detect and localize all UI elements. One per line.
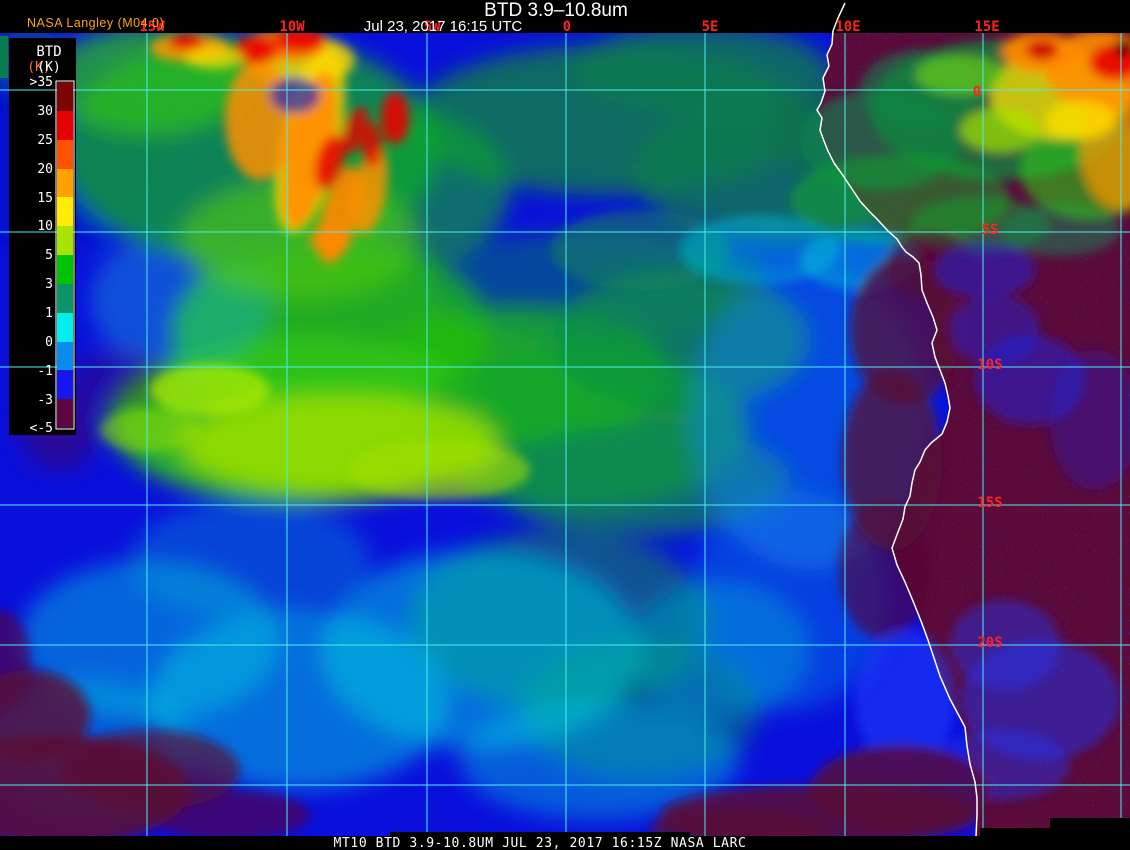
legend-segment — [57, 313, 73, 342]
legend-tick: 0 — [45, 335, 53, 350]
lat-label: 5S — [982, 222, 999, 238]
lon-label: 5W — [424, 19, 441, 35]
legend-tick: 1 — [45, 306, 53, 321]
legend-tick: <-5 — [30, 421, 53, 436]
grid-lines — [0, 33, 1130, 836]
legend-segment — [57, 197, 73, 226]
page-subtitle: Jul 23, 2017 16:15 UTC — [364, 18, 523, 35]
legend-segment — [57, 111, 73, 140]
legend-tick: 10 — [37, 219, 53, 234]
legend-segment — [57, 169, 73, 197]
legend-segment — [57, 140, 73, 169]
grid-labels: 15W 10W 5W 0 5E 10E 15E 0 5S 10S 15S 20S — [139, 19, 1002, 651]
data-gap — [390, 832, 690, 836]
lat-label: 20S — [977, 635, 1002, 651]
legend-tick: >35 — [30, 75, 53, 90]
legend-units: (K) — [37, 60, 60, 75]
legend-tick: 3 — [45, 277, 53, 292]
lon-label: 15E — [974, 19, 999, 35]
lat-label: 10S — [977, 357, 1002, 373]
legend-segment — [57, 255, 73, 284]
lon-label: 10W — [279, 19, 305, 35]
legend-segment — [57, 399, 73, 428]
footer-caption: MT10 BTD 3.9-10.8UM JUL 23, 2017 16:15Z … — [334, 836, 747, 850]
legend-segment — [57, 82, 73, 111]
lon-label: 5E — [702, 19, 719, 35]
lon-label: 10E — [835, 19, 860, 35]
data-gap — [980, 828, 1050, 836]
legend-segment — [57, 284, 73, 313]
legend-tick: -3 — [37, 393, 53, 408]
legend-colorbar — [55, 80, 75, 430]
legend-tick: 15 — [37, 191, 53, 206]
legend-units-orange: (K) — [27, 60, 50, 75]
lon-label: 0 — [563, 19, 571, 35]
page-title: BTD 3.9–10.8um — [484, 0, 628, 21]
bottom-bar — [0, 836, 1130, 850]
legend-tick: 5 — [45, 248, 53, 263]
lon-label: 15W — [139, 19, 165, 35]
lat-label: 0 — [973, 84, 981, 100]
legend-segment — [57, 342, 73, 370]
legend-tick: 25 — [37, 133, 53, 148]
legend-segment — [57, 226, 73, 255]
legend-labels: BTD (K) (K) >35 30 25 20 15 10 5 3 1 0 -… — [27, 44, 61, 436]
coastline — [816, 2, 978, 837]
lat-label: 15S — [977, 495, 1002, 511]
legend-segment — [57, 370, 73, 399]
legend-tick: 30 — [37, 104, 53, 119]
legend-tick: 20 — [37, 162, 53, 177]
legend-title: BTD — [36, 44, 61, 60]
source-label: NASA Langley (M04.0) — [27, 16, 164, 30]
legend-tick: -1 — [37, 364, 53, 379]
data-gap — [1050, 818, 1130, 836]
